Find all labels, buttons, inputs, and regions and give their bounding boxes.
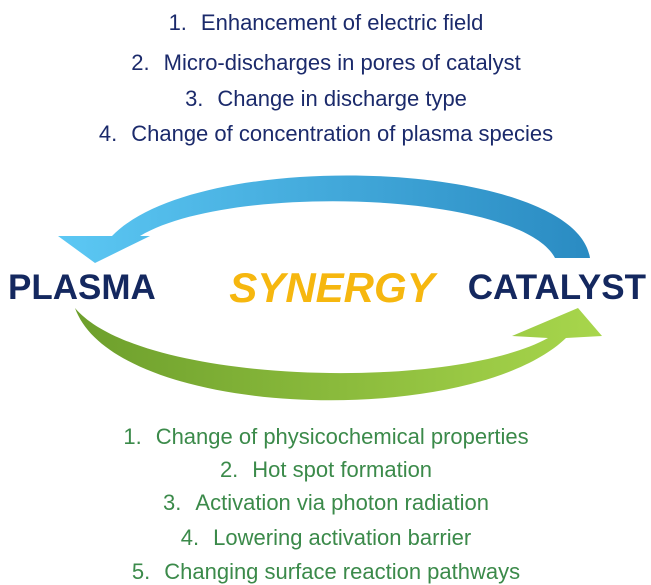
list-item: 4. Lowering activation barrier: [181, 525, 471, 550]
item-text: Hot spot formation: [252, 457, 432, 482]
item-text: Change of concentration of plasma specie…: [131, 121, 553, 146]
item-text: Micro-discharges in pores of catalyst: [164, 50, 521, 75]
item-number: 4.: [181, 525, 199, 550]
item-number: 2.: [131, 50, 149, 75]
item-number: 3.: [163, 490, 181, 515]
list-item: 1. Enhancement of electric field: [169, 10, 484, 35]
item-number: 4.: [99, 121, 117, 146]
arrow-plasma-to-catalyst: [75, 308, 602, 401]
plasma-label: PLASMA: [8, 268, 156, 307]
item-text: Enhancement of electric field: [201, 10, 484, 35]
list-item: 2. Hot spot formation: [220, 457, 432, 482]
list-item: 3. Change in discharge type: [185, 86, 467, 111]
list-item: 3. Activation via photon radiation: [163, 490, 489, 515]
item-text: Activation via photon radiation: [195, 490, 489, 515]
item-text: Change of physicochemical properties: [156, 424, 529, 449]
item-number: 5.: [132, 559, 150, 584]
item-text: Change in discharge type: [217, 86, 467, 111]
list-item: 4. Change of concentration of plasma spec…: [99, 121, 553, 146]
item-text: Changing surface reaction pathways: [164, 559, 520, 584]
item-text: Lowering activation barrier: [213, 525, 471, 550]
synergy-label: SYNERGY: [229, 264, 438, 311]
arrow-catalyst-to-plasma: [58, 175, 590, 263]
item-number: 1.: [123, 424, 141, 449]
list-item: 2. Micro-discharges in pores of catalyst: [131, 50, 520, 75]
item-number: 3.: [185, 86, 203, 111]
list-item: 5. Changing surface reaction pathways: [132, 559, 520, 584]
item-number: 2.: [220, 457, 238, 482]
list-item: 1. Change of physicochemical properties: [123, 424, 528, 449]
catalyst-label: CATALYST: [468, 268, 646, 307]
item-number: 1.: [169, 10, 187, 35]
